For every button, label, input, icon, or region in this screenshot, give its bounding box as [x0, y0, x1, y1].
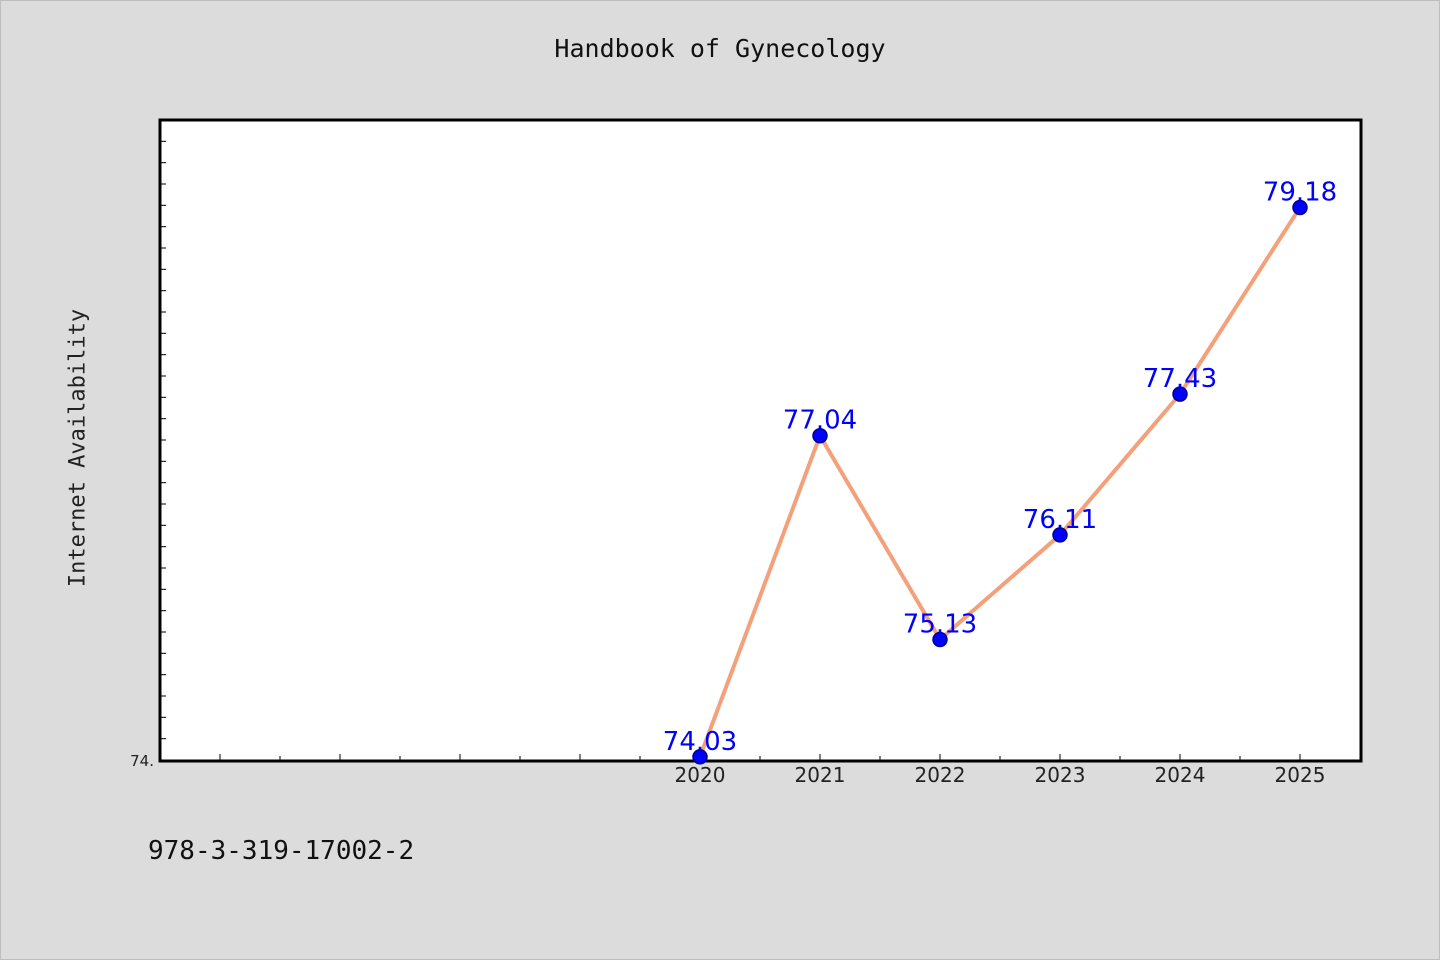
data-point: [692, 749, 708, 765]
data-label: 75.13: [903, 609, 977, 639]
data-point: [932, 631, 948, 648]
y-tick-label-min: 74.: [130, 752, 154, 770]
data-label: 76.11: [1023, 505, 1097, 535]
x-minor-ticks: [219, 754, 1301, 760]
y-minor-ticks: [160, 140, 166, 740]
data-point: [812, 427, 828, 444]
x-tick-label: 2020: [675, 763, 726, 787]
data-point: [1292, 199, 1308, 216]
x-tick-label: 2025: [1275, 763, 1326, 787]
data-markers: [692, 199, 1308, 765]
data-point: [1172, 386, 1188, 402]
isbn-label: 978-3-319-17002-2: [148, 836, 415, 866]
series-line: [698, 206, 1302, 758]
x-tick-labels: 2020 2021 2022 2023 2024 2025: [675, 763, 1326, 787]
x-tick-label: 2023: [1035, 763, 1086, 787]
data-labels: 74.03 77.04 75.13 76.11 77.43 79.18: [663, 177, 1337, 756]
data-label: 79.18: [1263, 177, 1337, 207]
data-point: [1052, 527, 1068, 543]
x-tick-label: 2021: [795, 763, 846, 787]
data-label: 74.03: [663, 727, 737, 757]
data-label: 77.04: [783, 406, 857, 436]
plot-area: [158, 118, 1363, 763]
data-label: 77.43: [1143, 364, 1217, 394]
x-tick-label: 2024: [1155, 763, 1206, 787]
chart-title: Handbook of Gynecology: [554, 34, 886, 63]
x-tick-label: 2022: [915, 763, 966, 787]
